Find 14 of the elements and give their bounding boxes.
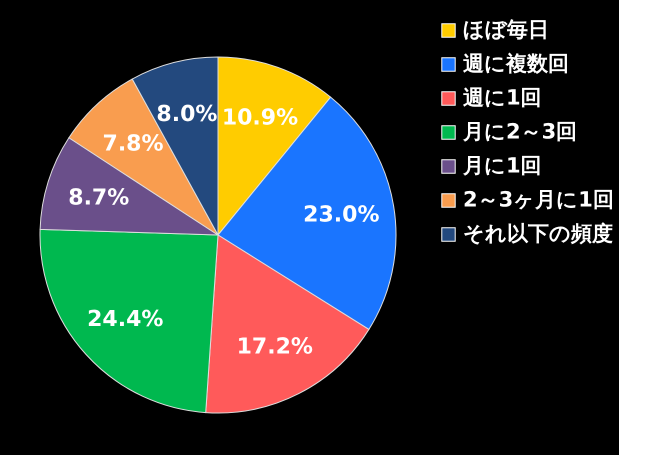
data-label: 24.4% [87,306,164,332]
legend-label: 週に1回 [463,86,542,110]
data-label: 17.2% [236,334,313,360]
data-label: 8.0% [156,102,218,127]
data-label: 23.0% [303,202,380,228]
legend-label: 週に複数回 [463,52,569,76]
legend-label: 2～3ヶ月に1回 [463,188,614,212]
data-label: 10.9% [222,105,298,130]
data-label: 7.8% [102,131,164,156]
legend-label: ほぼ毎日 [463,18,549,42]
legend-label: 月に2～3回 [462,120,578,144]
legend-label: それ以下の頻度 [463,222,613,246]
data-label: 8.7% [68,185,130,210]
legend-label: 月に1回 [462,154,542,178]
